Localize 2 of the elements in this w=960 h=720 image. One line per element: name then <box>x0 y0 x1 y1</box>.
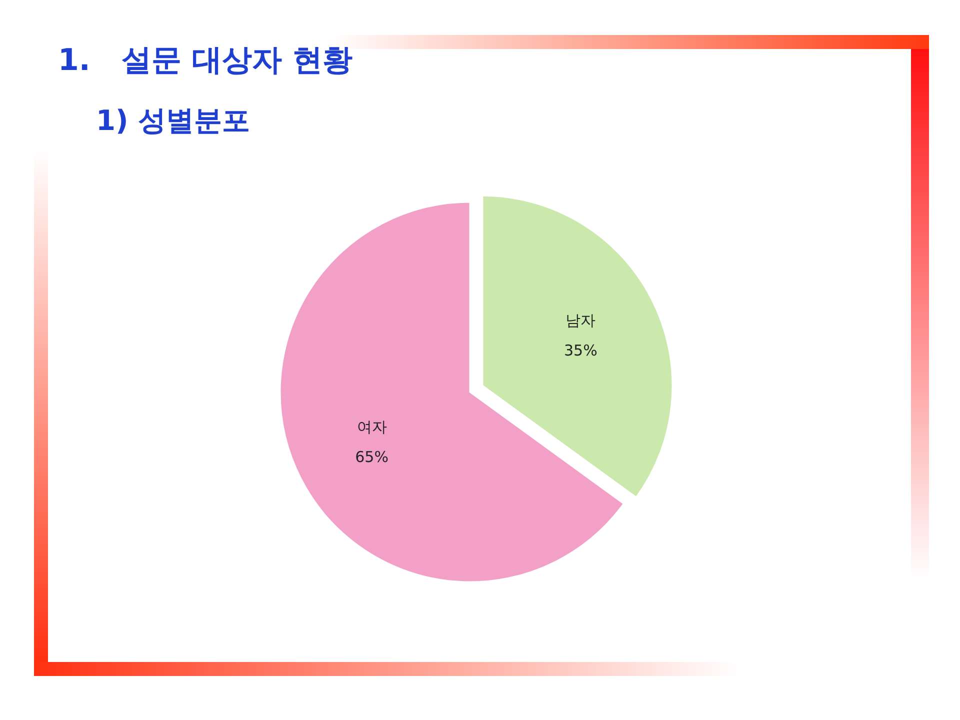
title: 1. 설문 대상자 현황 <box>58 43 352 78</box>
subtitle: 1) 성별분포 <box>96 104 250 137</box>
